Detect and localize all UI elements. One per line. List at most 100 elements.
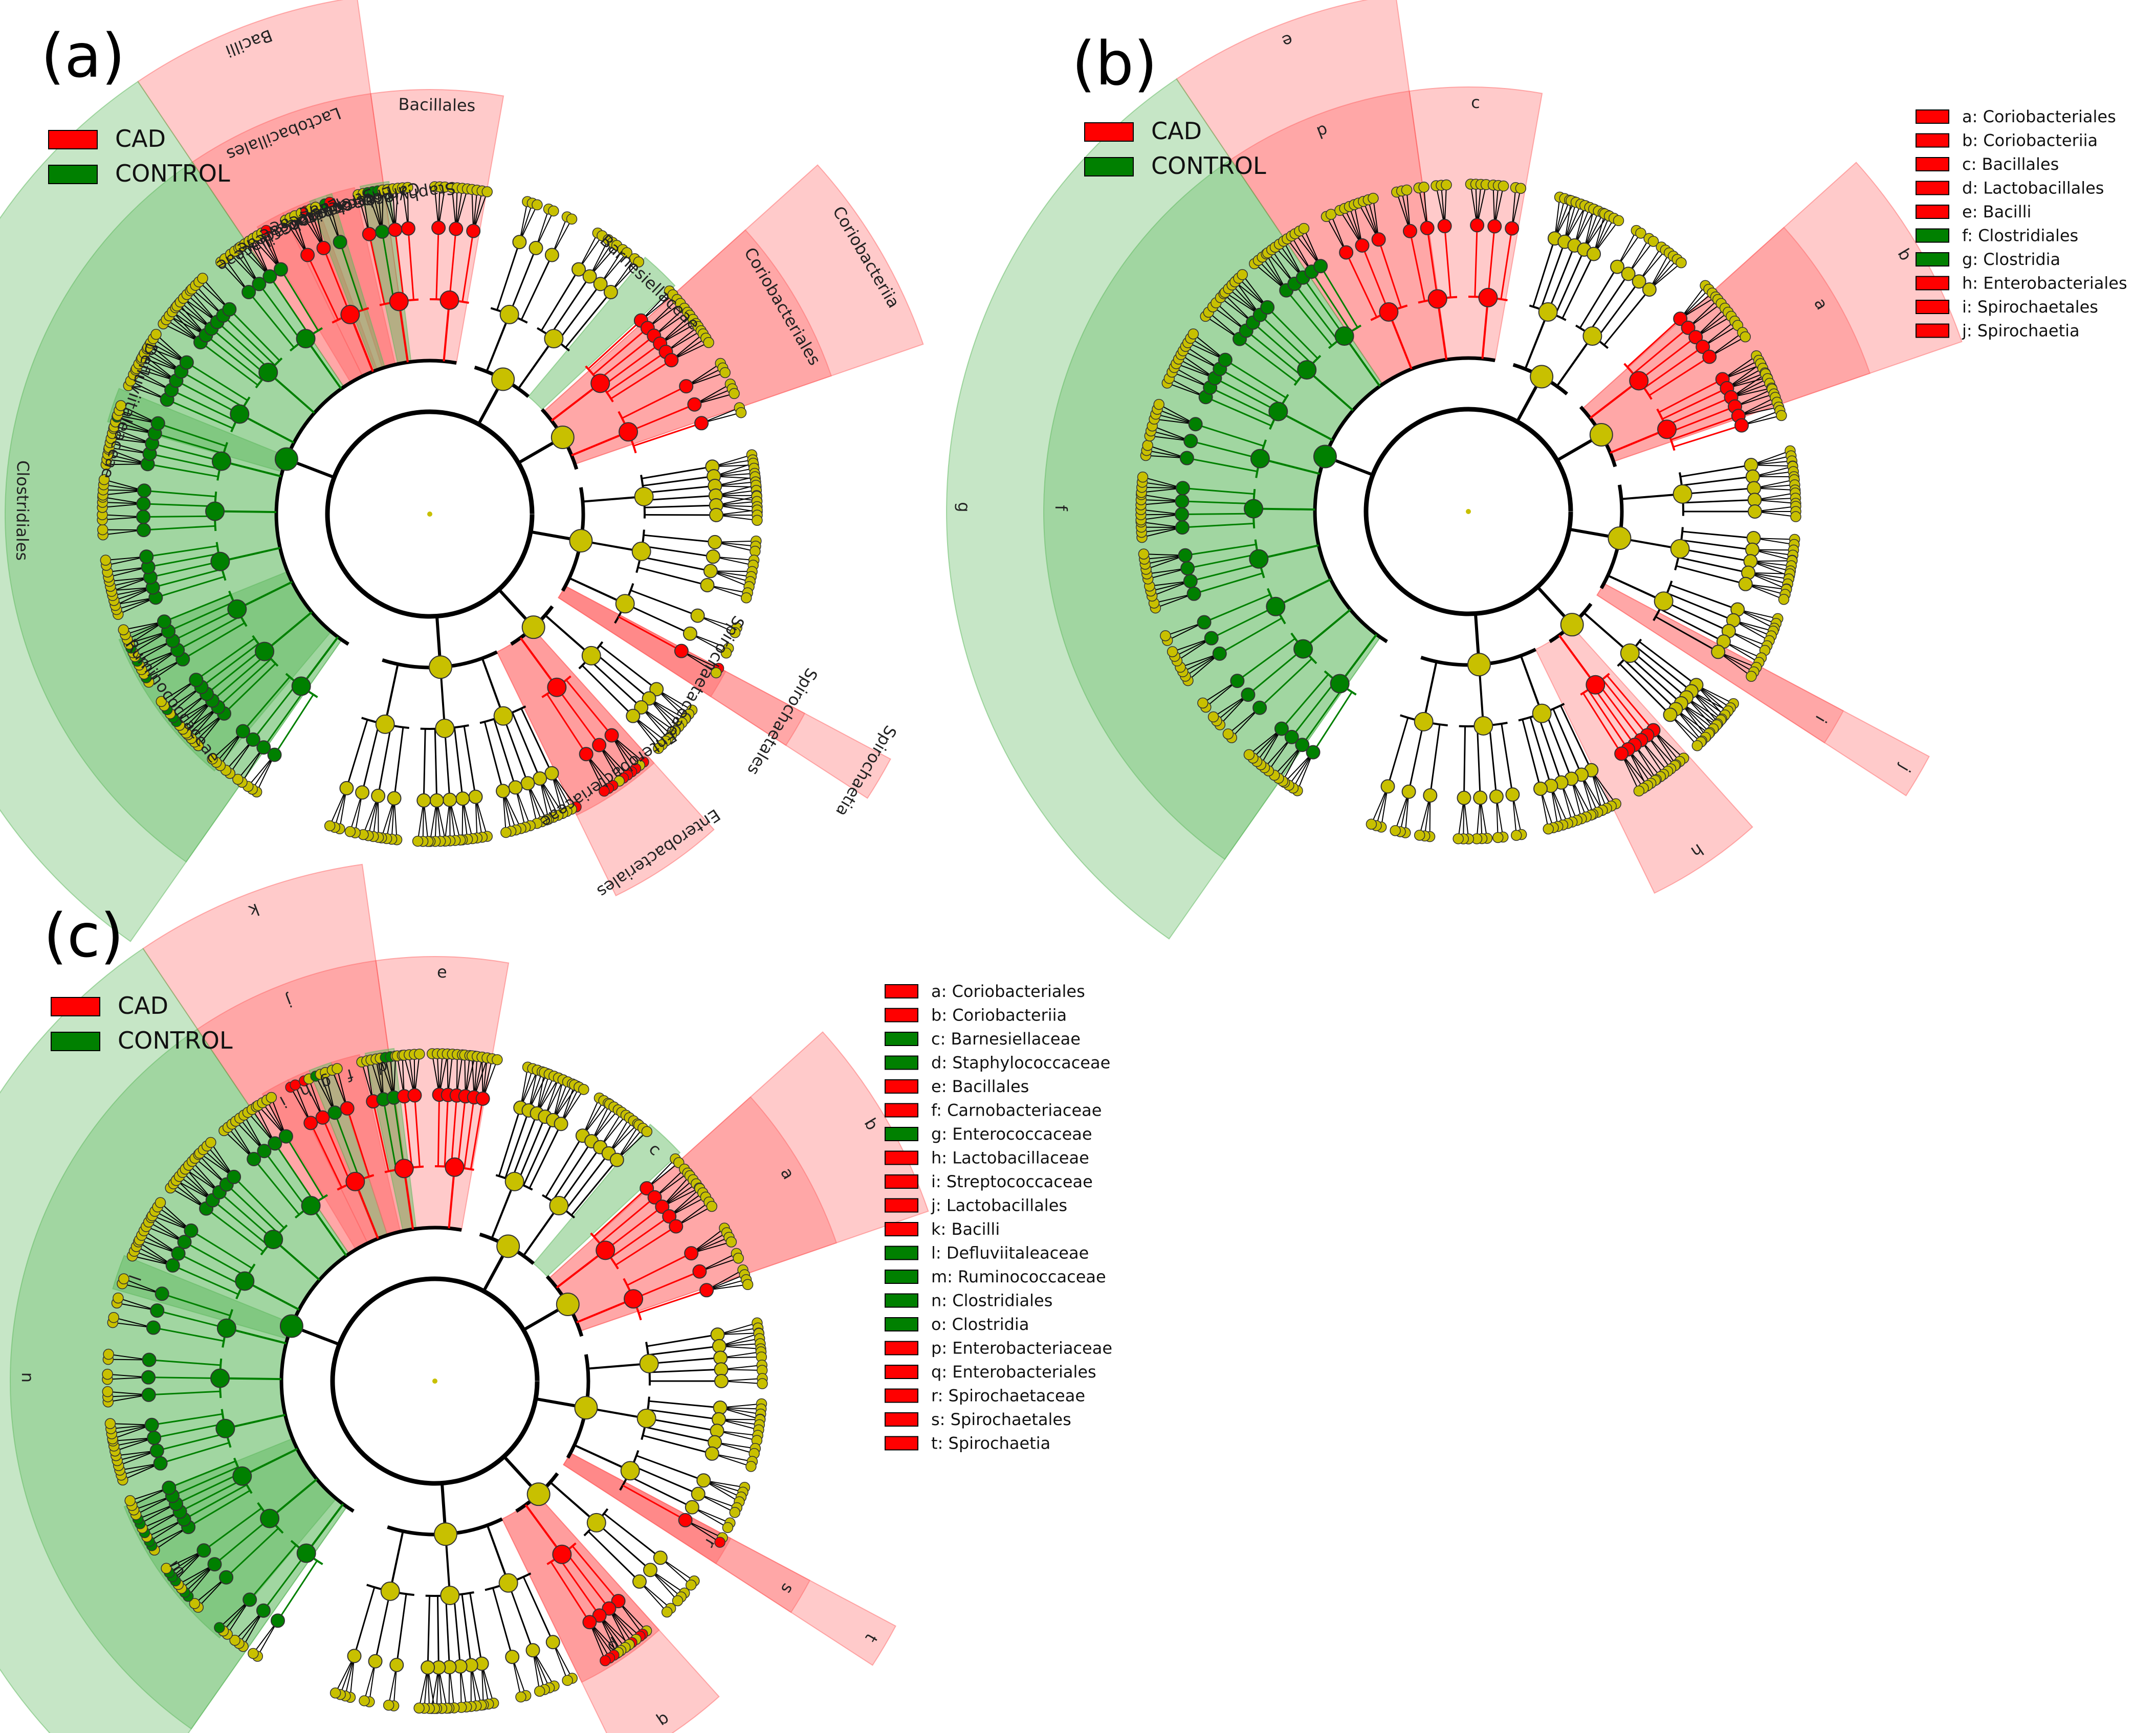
family-branch xyxy=(496,241,520,310)
family-branch xyxy=(520,254,553,320)
family-branch xyxy=(164,594,231,623)
family-node xyxy=(664,353,679,368)
family-branch xyxy=(1668,406,1735,434)
class-branch xyxy=(1339,634,1378,684)
family-branch xyxy=(167,398,233,429)
key-item: d: Lactobacillales xyxy=(1962,179,2104,198)
family-node xyxy=(1487,219,1502,234)
family-node xyxy=(708,535,722,549)
key-item: k: Bacilli xyxy=(931,1219,1000,1239)
family-branch xyxy=(1670,584,1738,610)
genus-node xyxy=(98,474,110,485)
key-item: g: Clostridia xyxy=(1962,250,2060,269)
legend-swatch-control xyxy=(48,165,98,184)
family-node xyxy=(512,235,527,250)
genus-node xyxy=(1515,183,1527,194)
family-node xyxy=(136,523,151,538)
genus-node xyxy=(740,592,752,604)
genus-node xyxy=(742,1279,754,1291)
class-node xyxy=(624,1289,644,1309)
class-branch xyxy=(491,1181,516,1239)
family-node xyxy=(142,1352,157,1367)
family-node xyxy=(1673,312,1688,326)
class-node xyxy=(1620,643,1640,663)
phylum-node xyxy=(556,1293,580,1316)
class-branch xyxy=(1556,335,1594,387)
genus-node xyxy=(729,388,740,399)
family-node xyxy=(678,1513,693,1527)
family-branch xyxy=(498,1107,521,1176)
family-branch xyxy=(602,343,661,387)
key-item: j: Lactobacillales xyxy=(931,1196,1067,1215)
tree-nodes xyxy=(97,181,763,847)
family-node xyxy=(455,791,470,806)
family-branch xyxy=(1655,616,1719,653)
root-node xyxy=(432,1379,437,1384)
family-branch xyxy=(493,719,516,788)
family-node xyxy=(196,1543,211,1558)
family-branch xyxy=(395,1594,407,1665)
family-node xyxy=(699,1283,714,1298)
genus-node xyxy=(1511,830,1522,841)
family-node xyxy=(582,269,597,284)
genus-node xyxy=(103,1348,114,1360)
family-branch xyxy=(1312,692,1353,753)
genus-node xyxy=(1243,749,1255,761)
family-branch xyxy=(502,716,529,784)
family-branch xyxy=(346,1108,370,1177)
legend-swatch-control xyxy=(51,1032,100,1051)
family-branch xyxy=(1444,226,1451,298)
genus-node xyxy=(332,1063,343,1074)
family-node xyxy=(545,1635,560,1650)
class-node xyxy=(1538,302,1558,322)
family-branch xyxy=(552,1141,592,1202)
genus-node xyxy=(102,1368,113,1380)
family-node xyxy=(137,483,151,498)
genus-node xyxy=(1613,215,1624,227)
family-branch xyxy=(146,545,217,558)
key-item: b: Coriobacteriia xyxy=(1962,131,2098,150)
family-branch xyxy=(1488,725,1498,797)
family-branch xyxy=(464,1097,475,1169)
class-node xyxy=(1673,484,1692,504)
family-node xyxy=(714,1374,729,1388)
class-node xyxy=(620,1461,640,1481)
family-node xyxy=(611,1594,626,1609)
genus-node xyxy=(1746,671,1757,682)
family-node xyxy=(554,1117,568,1131)
key-item: h: Enterobacteriales xyxy=(1962,274,2127,293)
key-swatch xyxy=(885,1174,918,1189)
phylum-node xyxy=(574,1396,598,1420)
family-branch xyxy=(556,686,600,746)
family-branch xyxy=(157,1432,227,1452)
class-branch xyxy=(556,1249,606,1288)
family-node xyxy=(150,1303,165,1318)
family-node xyxy=(407,1088,422,1103)
genus-node xyxy=(104,1418,116,1429)
key-swatch xyxy=(885,1436,918,1451)
family-branch xyxy=(504,1110,530,1179)
family-node xyxy=(1183,434,1198,449)
family-branch xyxy=(1259,658,1313,708)
key-swatch xyxy=(885,1270,918,1284)
family-branch xyxy=(1561,253,1595,319)
family-branch xyxy=(143,515,215,518)
class-node xyxy=(1334,326,1354,346)
family-branch xyxy=(1209,387,1275,419)
family-branch xyxy=(1680,548,1751,562)
class-node xyxy=(227,599,247,619)
family-node xyxy=(683,626,697,641)
class-node xyxy=(1293,639,1313,659)
family-node xyxy=(632,1574,647,1589)
family-branch xyxy=(453,727,464,799)
family-branch xyxy=(1643,346,1704,389)
class-branch xyxy=(519,637,558,688)
family-node xyxy=(609,1152,624,1167)
genus-node xyxy=(1647,236,1659,247)
family-node xyxy=(1610,259,1625,274)
family-node xyxy=(270,1613,285,1628)
class-node xyxy=(389,292,409,312)
family-branch xyxy=(593,652,650,699)
class-node xyxy=(590,373,610,393)
family-branch xyxy=(643,475,714,487)
